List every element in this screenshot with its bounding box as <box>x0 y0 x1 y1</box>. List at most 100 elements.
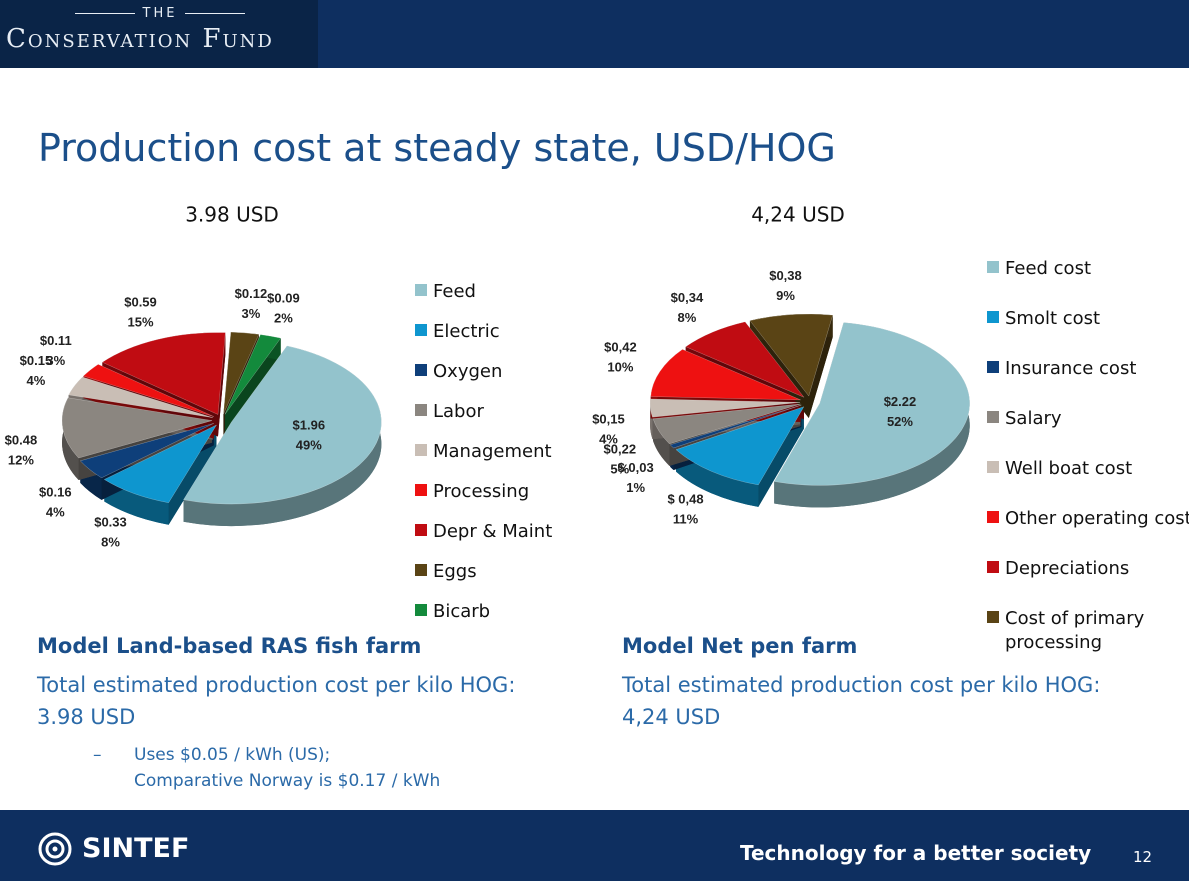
percent-label: 11% <box>673 511 699 526</box>
legend-swatch <box>415 484 427 496</box>
value-label: $0.16 <box>39 485 72 500</box>
legend-item: Depreciations <box>987 557 1189 581</box>
legend-swatch <box>415 444 427 456</box>
slice <box>79 423 214 479</box>
percent-label: 4% <box>46 505 65 520</box>
brand-icon <box>38 832 72 866</box>
legend-swatch <box>987 361 999 373</box>
legend-label: Feed <box>433 281 476 302</box>
legend-swatch <box>987 411 999 423</box>
legend-item: Well boat cost <box>987 457 1189 481</box>
legend-label: Bicarb <box>433 601 491 622</box>
percent-label: 8% <box>101 535 120 550</box>
value-label: $0,42 <box>604 340 637 355</box>
percent-label: 12% <box>8 453 34 468</box>
value-label: $0.48 <box>5 433 38 448</box>
slice-side <box>676 449 759 507</box>
legend-swatch <box>415 364 427 376</box>
legend-swatch <box>415 564 427 576</box>
value-label: $0.33 <box>94 515 127 530</box>
percent-label: 15% <box>127 314 153 329</box>
chart-title: 4,24 USD <box>751 203 845 227</box>
legend-label: Electric <box>433 321 500 342</box>
slice <box>183 345 382 505</box>
value-label: $0.09 <box>267 290 300 305</box>
legend-label: Well boat cost <box>1005 458 1133 479</box>
value-label: $0.15 <box>20 353 53 368</box>
legend-label: Processing <box>433 481 530 502</box>
slice <box>82 364 214 417</box>
value-label: $ 0,48 <box>667 491 703 506</box>
chart-title: 3.98 USD <box>185 203 279 227</box>
legend-item: Management <box>415 440 593 464</box>
slice <box>68 376 213 418</box>
legend-swatch <box>415 524 427 536</box>
legend-item: Feed cost <box>987 257 1189 281</box>
slice <box>685 321 805 398</box>
legend-item: Depr & Maint <box>415 520 593 544</box>
value-label: $0.12 <box>235 286 268 301</box>
slice <box>223 331 260 415</box>
value-label: $2.22 <box>884 394 917 409</box>
slice-face <box>808 315 833 419</box>
legend-swatch <box>987 461 999 473</box>
percent-label: 3% <box>46 353 65 368</box>
legend-swatch <box>415 604 427 616</box>
brand: SINTEF <box>82 833 190 864</box>
section-heading: Model Land-based RAS fish farm <box>37 634 422 658</box>
value-label: $0.59 <box>124 294 157 309</box>
slice <box>649 398 801 418</box>
legend-label: Other operating cost <box>1005 508 1189 529</box>
legend-label: Salary <box>1005 408 1062 429</box>
legend-item: Cost of primary processing <box>987 607 1189 655</box>
value-label: $0,38 <box>769 268 802 283</box>
logo-text: Conservation Fund <box>6 24 274 54</box>
slice <box>224 334 282 415</box>
legend-label: Cost of primary processing <box>1005 608 1145 653</box>
value-label: $1.96 <box>293 418 326 433</box>
legend-label: Feed cost <box>1005 258 1092 279</box>
section-heading: Model Net pen farm <box>622 634 858 658</box>
slice <box>669 404 802 449</box>
charts: 3.98 USD $1.96 49% $0.33 8% $0.16 4% $0.48 12% $0… <box>5 203 970 550</box>
slice <box>675 406 805 486</box>
legend-label: Depreciations <box>1005 558 1130 579</box>
percent-label: 49% <box>296 438 322 453</box>
bullet-text: Uses $0.05 / kWh (US); <box>134 745 331 765</box>
legend-item: Feed <box>415 280 593 304</box>
legend-label: Smolt cost <box>1005 308 1101 329</box>
value-label: $0.11 <box>40 333 72 348</box>
legend-swatch <box>987 511 999 523</box>
value-label: $0,34 <box>671 290 704 305</box>
legend-swatch <box>987 311 999 323</box>
page-number: 12 <box>1133 848 1153 866</box>
legend-item: Insurance cost <box>987 357 1189 381</box>
legend-label: Eggs <box>433 561 477 582</box>
percent-label: 52% <box>887 414 913 429</box>
legend-label: Management <box>433 441 552 462</box>
legend-swatch <box>987 611 999 623</box>
legend-item: Salary <box>987 407 1189 431</box>
section-value: 3.98 USD <box>37 705 136 729</box>
slice <box>61 397 213 459</box>
percent-label: 2% <box>274 310 293 325</box>
footer-bar: SINTEF Technology for a better society 1… <box>0 810 1189 881</box>
section-text: Total estimated production cost per kilo… <box>622 673 1101 697</box>
slice-side <box>650 399 653 440</box>
percent-label: 10% <box>607 360 633 375</box>
legend-item: Processing <box>415 480 593 504</box>
logo: THE Conservation Fund <box>0 0 318 68</box>
legend-item: Bicarb <box>415 600 593 624</box>
percent-label: 4% <box>27 373 46 388</box>
legend-swatch <box>987 561 999 573</box>
slice <box>749 313 834 397</box>
legend-label: Labor <box>433 401 484 422</box>
legend-label: Depr & Maint <box>433 521 553 542</box>
legend-label: Insurance cost <box>1005 358 1137 379</box>
section-text: Total estimated production cost per kilo… <box>37 673 516 697</box>
legend-label: Oxygen <box>433 361 503 382</box>
legend-item: Oxygen <box>415 360 593 384</box>
slice-side <box>183 345 382 527</box>
tagline: Technology for a better society <box>740 841 1092 865</box>
